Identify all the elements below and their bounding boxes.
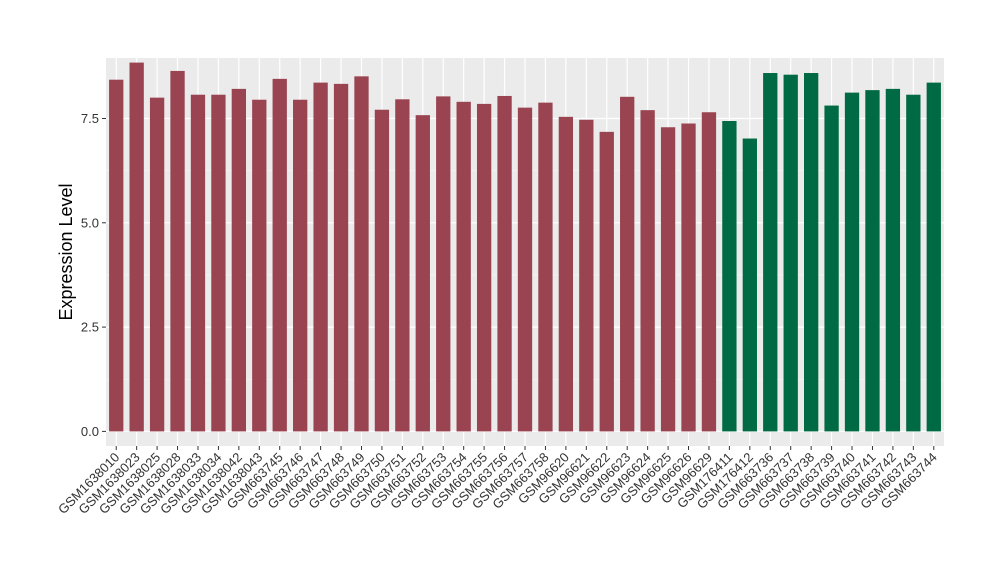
bar-GSM663745: [272, 78, 287, 432]
bar-GSM1638042: [231, 88, 247, 432]
bar-GSM96621: [579, 119, 594, 432]
bar-GSM96623: [620, 96, 635, 432]
bar-GSM663753: [436, 96, 451, 432]
bar-GSM663757: [517, 107, 533, 432]
bar-GSM663758: [538, 102, 553, 432]
bar-GSM176411: [722, 120, 737, 432]
bar-GSM663747: [313, 82, 328, 432]
bar-GSM1638033: [190, 94, 206, 432]
x-axis: GSM1638010GSM1638023GSM1638025GSM1638028…: [55, 446, 940, 517]
bar-GSM663752: [415, 115, 430, 432]
bar-GSM663756: [497, 95, 512, 432]
bar-GSM1638025: [149, 97, 165, 432]
bar-GSM176412: [742, 138, 757, 432]
bar-GSM663741: [865, 90, 880, 432]
bar-GSM96625: [660, 127, 676, 432]
bar-GSM663738: [803, 73, 819, 432]
bar-GSM1638023: [129, 62, 144, 432]
bar-GSM663749: [354, 76, 369, 432]
bar-GSM96620: [558, 116, 574, 432]
y-tick-label: 2.5: [81, 320, 99, 335]
bars: [109, 62, 941, 432]
bar-GSM663744: [926, 82, 941, 432]
bar-GSM1638010: [109, 79, 124, 432]
y-tick-label: 7.5: [81, 111, 99, 126]
bar-GSM1638028: [170, 70, 185, 432]
bar-GSM663750: [374, 109, 390, 432]
bar-GSM663740: [844, 92, 860, 432]
bar-GSM663742: [885, 88, 901, 432]
y-tick-label: 5.0: [81, 215, 99, 230]
bar-GSM663751: [395, 99, 410, 432]
y-axis: 0.0 2.5 5.0 7.5: [81, 111, 106, 439]
y-tick-label: 0.0: [81, 424, 99, 439]
bar-GSM663737: [783, 74, 798, 432]
bar-GSM663755: [476, 103, 492, 432]
bar-GSM663746: [293, 99, 308, 432]
bar-GSM96622: [599, 131, 614, 432]
bar-GSM96626: [681, 123, 696, 432]
bar-GSM1638043: [252, 99, 267, 432]
bar-GSM663754: [456, 101, 471, 432]
bar-GSM663748: [333, 83, 349, 432]
bar-GSM1638034: [211, 94, 226, 432]
bar-GSM96629: [701, 112, 717, 432]
bar-GSM663739: [824, 105, 839, 432]
bar-GSM663743: [906, 94, 921, 432]
bar-GSM663736: [763, 73, 778, 432]
bar-GSM96624: [640, 110, 655, 432]
y-axis-label: Expression Level: [56, 183, 76, 320]
